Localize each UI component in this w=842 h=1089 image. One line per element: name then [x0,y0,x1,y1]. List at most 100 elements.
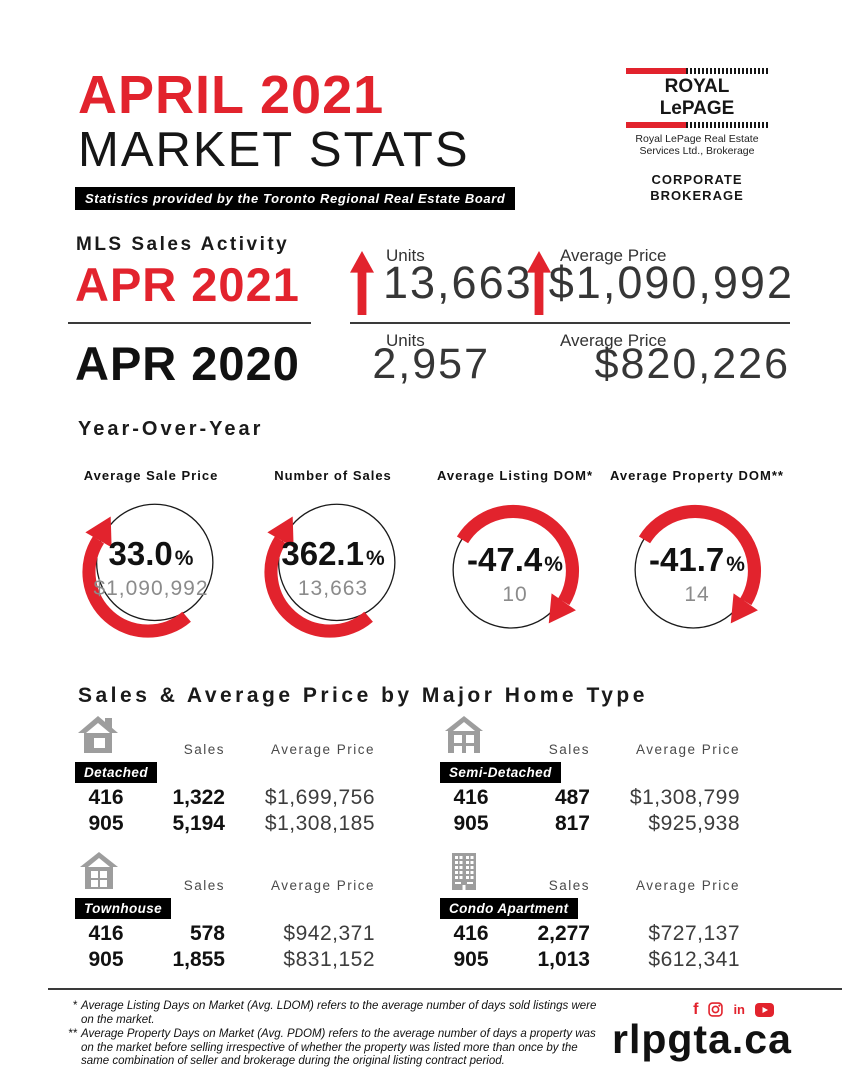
area-code: 905 [88,812,124,835]
detached-house-icon [78,716,118,753]
yoy-stat-label: Number of Sales [274,468,392,483]
source-attribution-bar: Statistics provided by the Toronto Regio… [75,187,516,210]
area-code: 416 [88,786,124,809]
table-row: 416 2,277 $727,137 [440,922,745,946]
area-code: 416 [453,922,489,945]
avg-price-value: $942,371 [283,922,375,945]
semi-detached-house-icon [445,716,483,753]
footnote-text: Average Listing Days on Market (Avg. LDO… [81,1000,597,1026]
circular-up-arrow-icon [264,503,396,638]
avg-price-label-2020: Average Price [560,331,667,350]
table-row: 905 817 $925,938 [440,812,745,836]
units-value-2021: 13,663 [383,257,533,308]
circular-up-arrow-icon [82,503,214,638]
yoy-stat-average-listing-dom: Average Listing DOM* -47.4% 10 [426,468,604,643]
percent-sign: % [174,547,194,570]
avg-price-value: $1,699,756 [264,786,375,809]
avg-price-value: $831,152 [283,948,375,971]
yoy-percent: 362.1 [281,535,364,572]
yoy-stat-label: Average Property DOM** [610,468,784,483]
divider-right [350,322,790,324]
footer-divider [48,988,842,990]
avg-price-value: $1,308,185 [264,812,375,835]
avg-price-value: $1,308,799 [629,786,740,809]
yoy-value: 14 [684,583,710,606]
townhouse-icon [80,852,118,889]
home-type-block-semi-detached: Sales Average Price Semi-Detached 416 48… [440,716,800,844]
home-type-block-townhouse: Sales Average Price Townhouse 416 578 $9… [75,852,435,980]
title-market-stats: MARKET STATS [78,123,470,177]
avg-price-value: $925,938 [648,812,740,835]
sales-value: 1,855 [172,948,225,971]
avg-price-column-header: Average Price [635,878,740,893]
avg-price-value: $727,137 [648,922,740,945]
footnote-marker: ** [68,1028,77,1040]
home-type-tag: Townhouse [75,898,172,919]
sales-column-header: Sales [548,742,590,757]
footnote-pdom: ** Average Property Days on Market (Avg.… [62,1028,607,1069]
yoy-percent: -41.7 [649,541,725,578]
website-url[interactable]: rlpgta.ca [612,1016,792,1062]
avg-price-column-header: Average Price [270,742,375,757]
avg-price-value-2021: $1,090,992 [548,257,794,308]
facebook-icon[interactable]: f [693,1000,699,1018]
sales-value: 578 [189,922,225,945]
home-type-block-condo-apartment: Sales Average Price Condo Apartment 416 … [440,852,800,980]
logo-corporate-line1: CORPORATE [651,172,743,187]
footnote-ldom: * Average Listing Days on Market (Avg. L… [62,1000,607,1027]
units-label-2021: Units [386,246,425,265]
sales-value: 1,322 [172,786,225,809]
footnote-text: Average Property Days on Market (Avg. PD… [81,1028,596,1067]
avg-price-value-2020: $820,226 [594,340,790,388]
logo-company-line1: Royal LePage Real Estate [635,133,759,145]
avg-price-column-header: Average Price [635,742,740,757]
percent-sign: % [544,553,563,576]
yoy-percent: -47.4 [467,541,543,578]
yoy-stat-average-property-dom: Average Property DOM** -41.7% 14 [608,468,786,643]
period-apr-2021: APR 2021 [75,258,300,311]
circular-down-arrow-icon [634,504,761,629]
divider-left [68,322,311,324]
area-code: 905 [453,812,489,835]
year-over-year-heading: Year-Over-Year [78,418,264,440]
yoy-stat-average-sale-price: Average Sale Price 33.0% $1,090,992 [62,468,240,643]
price-up-arrow-icon [527,251,551,315]
youtube-icon[interactable] [755,1002,774,1017]
percent-sign: % [726,553,745,576]
yoy-stat-number-of-sales: Number of Sales 362.1% 13,663 [244,468,422,643]
instagram-icon[interactable] [708,1002,724,1017]
sales-column-header: Sales [183,742,225,757]
logo-top-bar-icon [626,68,768,74]
area-code: 905 [88,948,124,971]
mls-sales-activity-heading: MLS Sales Activity [76,234,290,255]
royal-lepage-logo: ROYAL LePAGE Royal LePage Real Estate Se… [626,66,768,204]
yoy-value: 10 [502,583,528,606]
footnotes: * Average Listing Days on Market (Avg. L… [62,1000,607,1070]
yoy-value: 13,663 [297,577,369,600]
table-row: 905 5,194 $1,308,185 [75,812,380,836]
area-code: 416 [88,922,124,945]
sales-value: 5,194 [172,812,225,835]
home-type-tag: Condo Apartment [440,898,578,919]
circular-down-arrow-icon [452,504,579,629]
yoy-value: $1,090,992 [93,577,209,600]
percent-sign: % [365,547,385,570]
sales-column-header: Sales [183,878,225,893]
sales-value: 817 [554,812,590,835]
sales-value: 1,013 [537,948,590,971]
sales-value: 2,277 [537,922,590,945]
footnote-marker: * [72,1000,77,1012]
home-type-section-heading: Sales & Average Price by Major Home Type [78,684,648,707]
title-month-year: APRIL 2021 [78,65,385,125]
avg-price-label-2021: Average Price [560,246,667,265]
table-row: 905 1,013 $612,341 [440,948,745,972]
linkedin-icon[interactable]: in [733,1001,745,1017]
units-label-2020: Units [386,331,425,350]
units-value-2020: 2,957 [372,340,490,388]
area-code: 905 [453,948,489,971]
area-code: 416 [453,786,489,809]
yoy-stat-label: Average Listing DOM* [436,468,594,483]
logo-bottom-bar-icon [626,122,768,128]
table-row: 416 487 $1,308,799 [440,786,745,810]
social-links: f in [686,1000,774,1018]
